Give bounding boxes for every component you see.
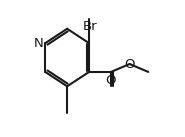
Text: O: O (106, 74, 116, 87)
Text: Br: Br (83, 20, 97, 33)
Text: O: O (124, 58, 135, 71)
Text: N: N (34, 37, 44, 50)
